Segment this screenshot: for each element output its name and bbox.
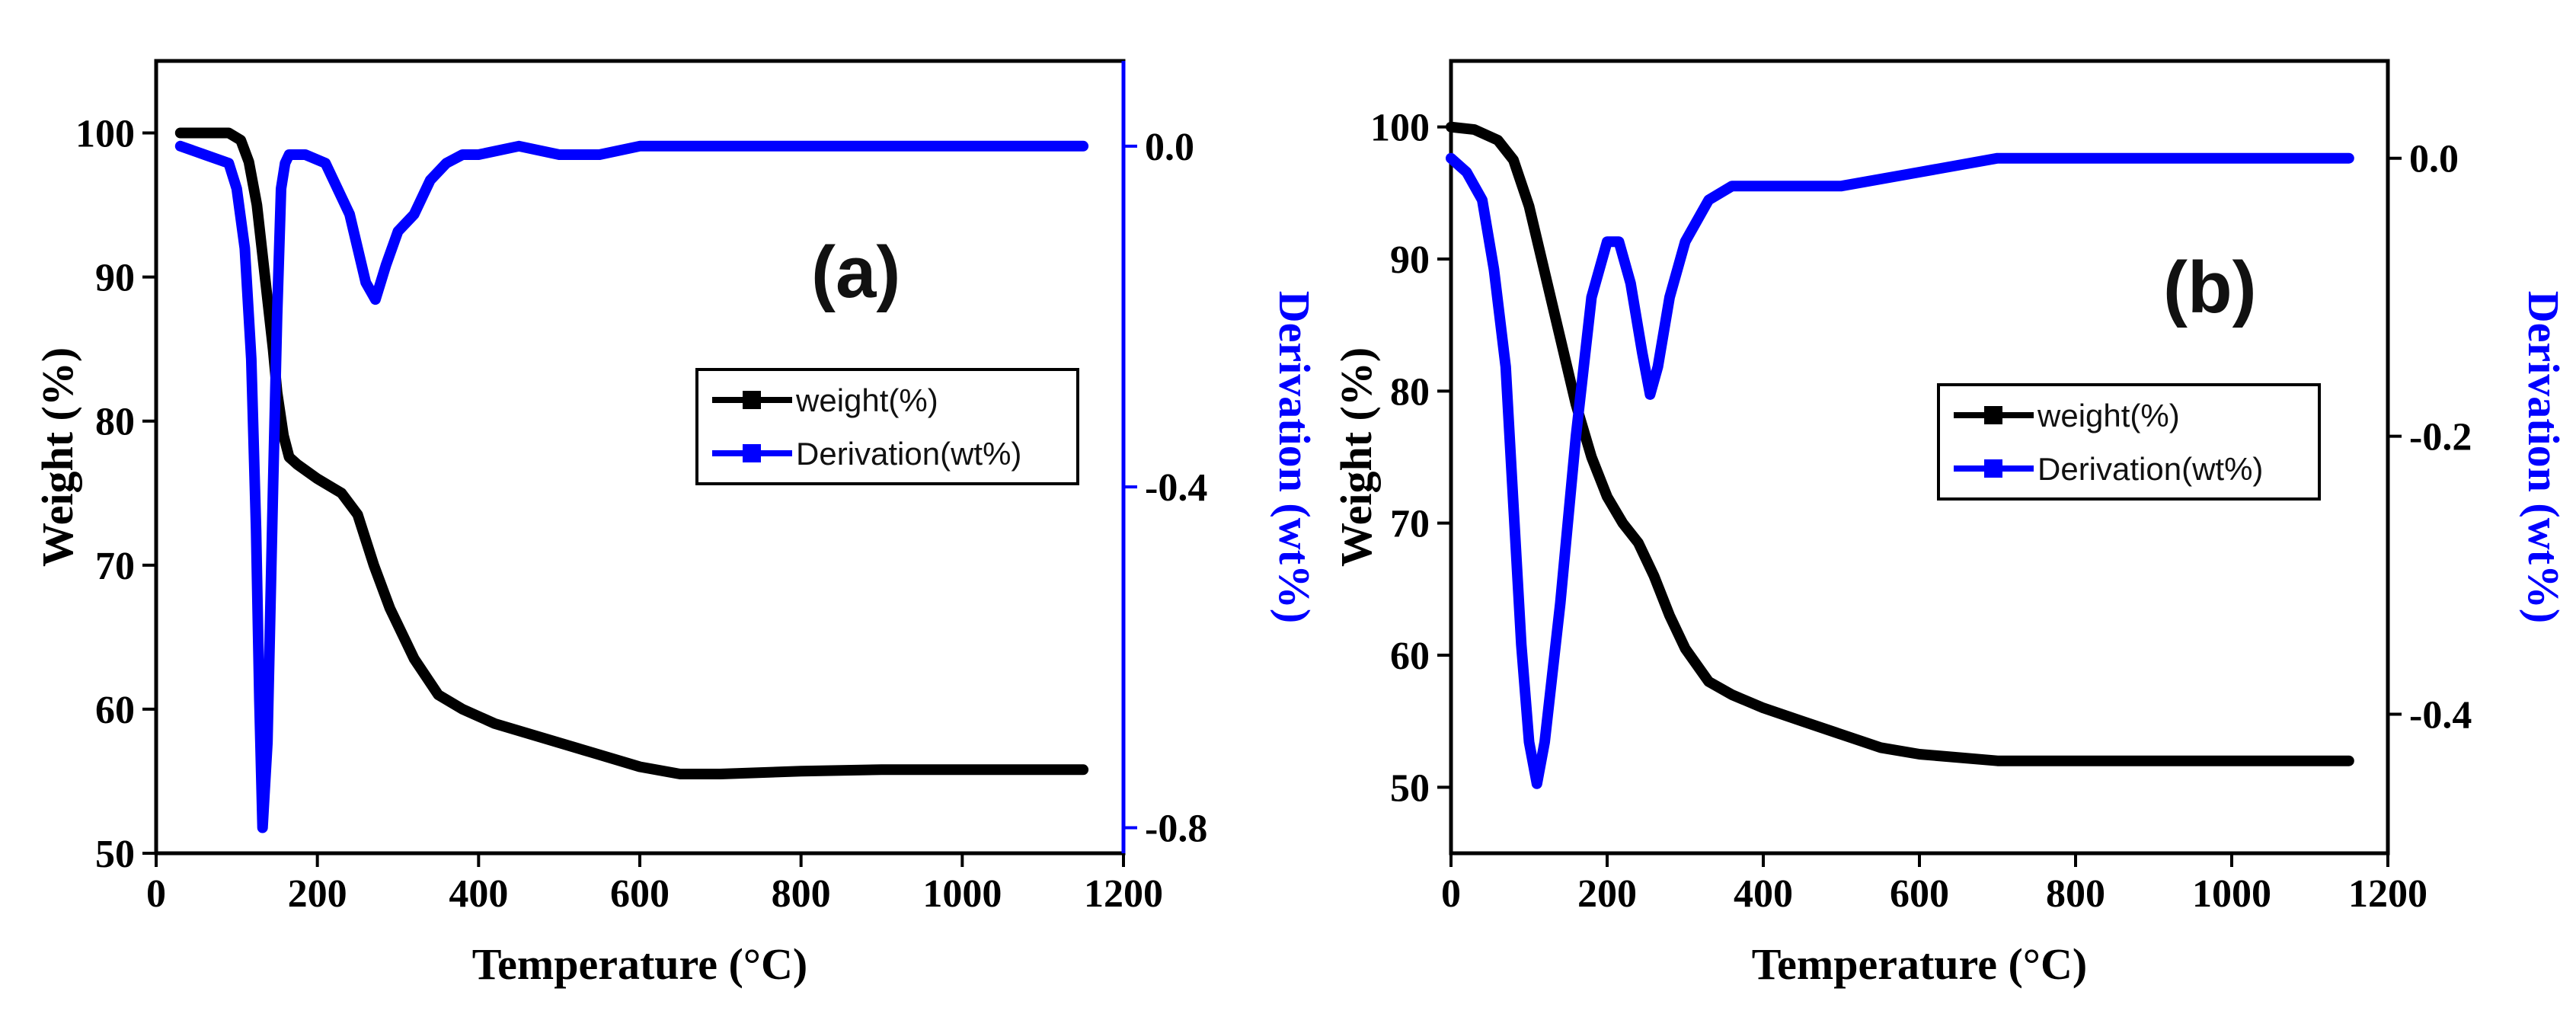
legend-box-a [695,368,1079,485]
y-axis-title-a: Weight (%) [33,347,82,567]
legend-label-derivation-a: Derivation(wt%) [796,436,1021,472]
y-tick-label-b-1: 60 [1390,635,1430,678]
legend-marker-derivation-a [743,444,761,462]
y-axis-title-b: Weight (%) [1331,347,1381,567]
x-tick-label-b-5: 1000 [2192,872,2271,916]
legend-box-b [1937,383,2321,501]
weight-series-line-a [174,127,1089,779]
chart-panel-b: 0 200 400 600 800 1000 1200 50 60 70 80 90 100 -0.4 -0… [1331,59,2568,989]
y2-tick-label-a-2: 0.0 [1145,126,1194,169]
x-tick-label-b-4: 800 [2046,872,2105,916]
derivation-series-line-b [1446,152,2354,789]
y2-axis-title-a: Derivation (wt%) [1270,291,1319,624]
y2-tick-label-b-0: -0.4 [2409,694,2472,737]
derivation-series-line-a [174,140,1089,833]
x-axis-title-a: Temperature (°C) [472,939,807,989]
x-tick-label-b-3: 600 [1890,872,1949,916]
y2-axis-title-b: Derivation (wt%) [2519,291,2568,624]
y2-tick-label-b-1: -0.2 [2409,416,2472,459]
y-tick-label-a-0: 50 [95,833,135,876]
legend-b: weight(%) Derivation(wt%) [1937,383,2321,501]
x-tick-label-a-2: 400 [449,872,508,916]
legend-marker-weight-a [743,391,761,409]
y2-tick-label-a-1: -0.4 [1145,466,1207,510]
ticks-a: 0 200 400 600 800 1000 1200 50 60 70 80 90 100 -0.8 -0… [75,113,1207,916]
y2-tick-label-a-0: -0.8 [1145,807,1207,850]
y2-tick-label-b-2: 0.0 [2409,138,2459,181]
panel-label-a: (a) [811,232,900,313]
x-tick-label-a-4: 800 [772,872,831,916]
y-tick-label-a-2: 70 [95,545,135,588]
x-tick-label-a-6: 1200 [1084,872,1163,916]
x-tick-label-b-6: 1200 [2348,872,2427,916]
x-axis-title-b: Temperature (°C) [1752,939,2087,989]
weight-series-line-b [1446,121,2354,766]
x-tick-label-b-0: 0 [1441,872,1461,916]
legend-label-derivation-b: Derivation(wt%) [2037,451,2263,487]
x-tick-label-a-0: 0 [146,872,166,916]
y-tick-label-a-3: 80 [95,401,135,444]
legend-marker-derivation-b [1984,459,2002,478]
y-tick-label-a-1: 60 [95,689,135,732]
x-tick-label-a-3: 600 [610,872,670,916]
x-tick-label-b-2: 400 [1734,872,1793,916]
legend-a: weight(%) Derivation(wt%) [695,368,1079,485]
x-tick-label-a-1: 200 [288,872,347,916]
chart-panel-a: 0 200 400 600 800 1000 1200 50 60 70 80 90 100 -0.8 -0… [33,59,1319,989]
y-tick-label-b-5: 100 [1370,107,1430,150]
y-tick-label-b-4: 90 [1390,238,1430,282]
x-tick-label-b-1: 200 [1577,872,1637,916]
legend-label-weight-b: weight(%) [2037,398,2180,433]
y-tick-label-a-5: 100 [75,113,135,156]
panel-label-b: (b) [2163,247,2257,328]
y-tick-label-b-3: 80 [1390,370,1430,414]
x-tick-label-a-5: 1000 [922,872,1002,916]
y-tick-label-b-0: 50 [1390,766,1430,810]
legend-label-weight-a: weight(%) [795,382,938,418]
y-tick-label-a-4: 90 [95,257,135,300]
ticks-b: 0 200 400 600 800 1000 1200 50 60 70 80 90 100 -0.4 -0… [1370,107,2472,916]
legend-marker-weight-b [1984,406,2002,424]
y-tick-label-b-2: 70 [1390,503,1430,546]
